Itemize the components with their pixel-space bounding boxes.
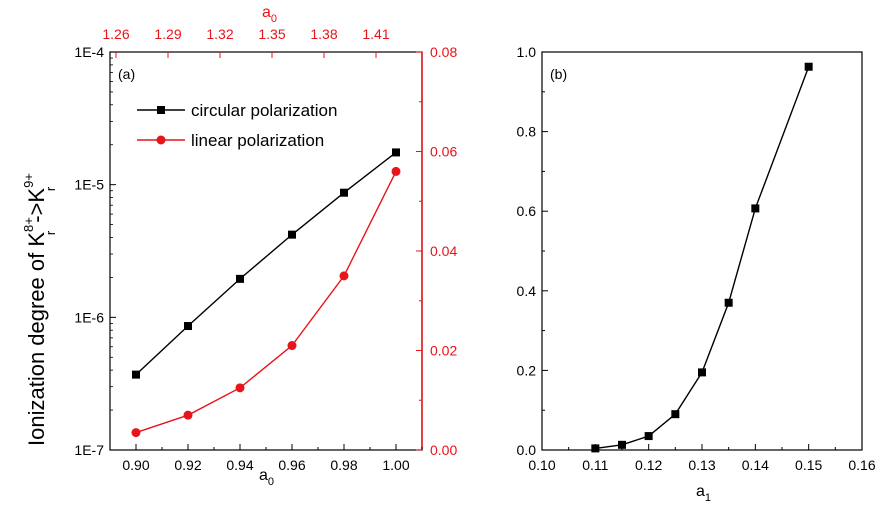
y-axis-label-sub2: r [43,186,58,191]
b-series-line [595,66,810,450]
panel-b-y-ticks: 0.0 0.2 0.4 0.6 0.8 1.0 [517,44,548,458]
y-axis-label: Ionization degree of K8+r->K9+r [21,173,58,446]
b-x-tick-label: 0.11 [582,457,608,473]
data-point-square [340,188,348,197]
right-y-tick-label: 0.08 [430,44,457,60]
series-line [135,151,397,376]
top-x-tick-label: 1.29 [154,26,181,42]
series-line [135,171,397,434]
b-data-point-square [671,410,680,419]
panel-a-label: (a) [118,66,135,82]
legend-label-linear: linear polarization [191,131,324,150]
right-y-tick-label: 0.00 [430,442,457,458]
y-axis-label-main: Ionization degree of K [24,232,49,446]
y-axis-label-sup2: 9+ [21,173,36,188]
data-point-circle [183,410,193,420]
data-point-square [236,274,244,283]
y-axis-label-sup1: 8+ [21,217,36,232]
top-x-axis-label: a0 [262,4,277,25]
top-x-tick-label: 1.26 [102,26,129,42]
b-data-point-square [804,62,813,71]
data-point-square [392,148,400,157]
top-x-ticks: 1.26 1.29 1.32 1.35 1.38 1.41 [102,26,390,58]
y-axis-label-sub1: r [43,230,58,235]
left-y-tick-label: 1E-5 [74,177,104,193]
top-x-axis-label-sub: 0 [271,13,277,25]
x-tick-label: 0.98 [330,457,357,473]
right-y-tick-label: 0.04 [430,243,457,259]
top-x-axis-label-main: a [262,4,271,21]
b-data-point-square [724,298,733,307]
b-y-tick-label: 0.4 [517,283,537,299]
panel-b: (b) 0.10 0.11 0.12 0.13 0.14 0.15 0.16 0.00.20… [517,44,876,504]
b-data-point-square [698,368,706,377]
data-point-square [288,230,296,239]
panel-b-x-axis-label: a1 [696,483,711,504]
data-point-circle [131,428,141,438]
top-x-tick-label: 1.41 [362,26,389,42]
b-y-tick-label: 0.6 [517,203,537,219]
right-y-tick-label: 0.02 [430,343,457,359]
top-x-tick-label: 1.32 [206,26,233,42]
data-point-circle [235,383,245,393]
top-x-tick-label: 1.38 [310,26,337,42]
b-data-point-square [618,440,626,449]
y-axis-label-arrow: ->K [24,188,49,223]
b-x-tick-label: 0.13 [688,457,715,473]
b-y-tick-label: 0.0 [517,442,537,458]
x-axis-label-a: a0 [259,467,274,488]
left-y-tick-label: 1E-7 [74,442,104,458]
panel-b-series [591,62,813,453]
panel-b-x-ticks: 0.10 0.11 0.12 0.13 0.14 0.15 0.16 [528,444,876,473]
legend-marker-square [157,106,165,114]
right-y-tick-label: 0.06 [430,144,457,160]
x-axis-label-sub: 0 [268,476,274,488]
legend-label-circular: circular polarization [191,101,337,120]
top-x-tick-label: 1.35 [258,26,285,42]
data-point-circle [339,271,349,281]
b-x-tick-label: 0.12 [635,457,662,473]
panel-a: (a) 0.90 0.92 0.94 0.96 0.98 1.00 1.26 1.29 1.3… [21,4,457,488]
data-point-square [184,322,192,331]
b-data-point-square [644,432,653,441]
x-tick-label: 0.94 [226,457,253,473]
x-axis-label-main: a [259,467,268,484]
b-x-tick-label: 0.14 [742,457,769,473]
b-data-point-square [751,204,760,213]
left-y-tick-label: 1E-4 [74,44,104,60]
data-point-square [132,370,140,379]
panel-a-series [131,148,401,438]
data-point-circle [287,341,297,351]
x-tick-label: 0.90 [122,457,149,473]
left-y-ticks: 1E-7 1E-6 1E-5 1E-4 [74,44,116,458]
right-y-ticks: 0.00 0.02 0.04 0.06 0.08 [416,44,457,458]
bottom-x-ticks: 0.90 0.92 0.94 0.96 0.98 1.00 [109,444,423,473]
left-y-tick-label: 1E-6 [74,309,104,325]
legend-marker-circle [156,135,166,145]
b-x-tick-label: 0.15 [795,457,822,473]
panel-b-x-label-main: a [696,483,705,500]
b-data-point-square [591,444,600,453]
panel-b-label: (b) [550,66,567,82]
b-y-tick-label: 0.8 [517,124,537,140]
panel-b-x-label-sub: 1 [705,492,711,504]
b-y-tick-label: 1.0 [517,44,537,60]
data-point-circle [391,166,401,176]
b-y-tick-label: 0.2 [517,362,537,378]
b-x-tick-label: 0.16 [848,457,875,473]
x-tick-label: 1.00 [382,457,409,473]
b-x-tick-label: 0.10 [528,457,555,473]
x-tick-label: 0.92 [174,457,201,473]
x-tick-label: 0.96 [278,457,305,473]
panel-b-frame [541,51,863,451]
legend: circular polarization linear polarizatio… [137,101,337,150]
